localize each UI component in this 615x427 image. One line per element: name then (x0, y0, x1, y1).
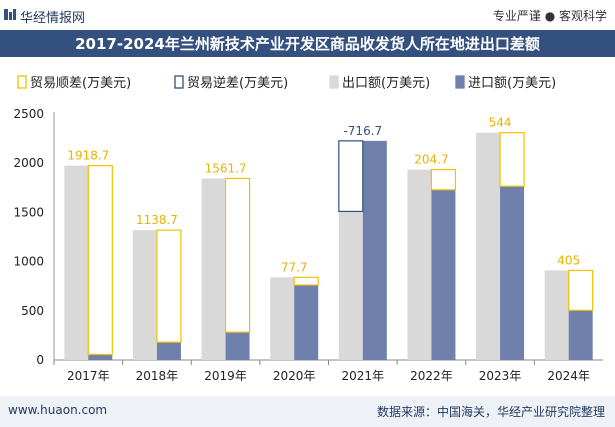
y-tick-label: 500 (21, 304, 44, 318)
import-bar (568, 310, 593, 360)
balance-label: 544 (489, 116, 512, 130)
balance-label: 77.7 (281, 260, 308, 274)
balance-label: 1138.7 (136, 213, 178, 227)
balance-label: 1918.7 (67, 149, 109, 163)
import-bar (156, 342, 181, 360)
x-tick-label: 2017年 (67, 369, 110, 383)
legend-swatch (329, 75, 339, 89)
balance-label: 1561.7 (205, 161, 247, 175)
y-tick-label: 1000 (13, 255, 44, 269)
x-tick-label: 2019年 (204, 369, 247, 383)
x-tick-label: 2018年 (136, 369, 179, 383)
x-tick-label: 2023年 (479, 369, 522, 383)
x-tick-label: 2022年 (410, 369, 453, 383)
export-bar (544, 270, 569, 360)
import-bar (225, 332, 250, 360)
chart-svg: 贸易顺差(万美元) 贸易逆差(万美元) 出口额(万美元) 进口额(万美元) 0 500 1… (0, 62, 615, 383)
legend-swatch (174, 75, 184, 89)
legend: 贸易顺差(万美元) 贸易逆差(万美元) 出口额(万美元) 进口额(万美元) (17, 75, 556, 91)
deficit-box (338, 140, 364, 213)
top-bar: 华经情报网 专业严谨 ● 客观科学 (0, 0, 615, 30)
surplus-box (87, 165, 113, 356)
x-tick-label: 2021年 (342, 369, 385, 383)
export-bar (64, 165, 89, 360)
footer-source: 数据来源：中国海关，华经产业研究院整理 (376, 405, 605, 419)
import-bar (500, 186, 525, 360)
brand-name: 华经情报网 (20, 11, 86, 26)
legend-label: 贸易逆差(万美元) (187, 75, 288, 91)
export-bar (132, 230, 157, 360)
tagline: 专业严谨 ● 客观科学 (492, 9, 607, 23)
data-labels: 1918.7 1138.7 1561.7 77.7 -716.7 204.7 544 405 (67, 116, 580, 275)
import-bar (294, 285, 319, 360)
import-bar (431, 189, 456, 360)
surplus-box (430, 168, 457, 191)
x-tick-label: 2020年 (273, 369, 316, 383)
footer-website: www.huaon.com (8, 403, 108, 417)
legend-label: 进口额(万美元) (468, 76, 556, 91)
x-tick-label: 2024年 (547, 369, 590, 383)
axes: 0 500 1000 1500 2000 2500 2017年 2018年 2019年 2020年… (0, 62, 615, 383)
balance-label: 204.7 (414, 153, 448, 167)
bars (64, 132, 594, 360)
y-tick-label: 1500 (13, 205, 44, 219)
surplus-box (224, 177, 251, 333)
chart-area: 贸易顺差(万美元) 贸易逆差(万美元) 出口额(万美元) 进口额(万美元) 0 500 1… (0, 62, 615, 392)
title-bar: 2017-2024年兰州新技术产业开发区商品收发货人所在地进出口差额 (0, 30, 615, 57)
legend-label: 贸易顺差(万美元) (30, 76, 131, 91)
legend-swatch (17, 75, 27, 89)
import-bar (362, 140, 387, 360)
export-bar (338, 211, 363, 360)
balance-label: -716.7 (343, 124, 382, 138)
surplus-box (156, 229, 182, 343)
balance-label: 405 (557, 253, 580, 267)
export-bar (270, 277, 295, 360)
surplus-box (499, 132, 525, 187)
export-bar (476, 132, 501, 360)
brand-logo-icon (4, 9, 16, 20)
chart-title: 2017-2024年兰州新技术产业开发区商品收发货人所在地进出口差额 (75, 35, 540, 53)
surplus-box (293, 276, 319, 286)
y-tick-label: 0 (36, 353, 44, 367)
export-bar (201, 178, 226, 360)
legend-label: 出口额(万美元) (342, 76, 430, 91)
import-bar (88, 354, 113, 360)
y-tick-label: 2500 (13, 107, 44, 121)
footer: www.huaon.com 数据来源：中国海关，华经产业研究院整理 (0, 396, 615, 427)
legend-swatch (455, 75, 465, 89)
y-tick-label: 2000 (13, 156, 44, 170)
export-bar (407, 169, 432, 360)
surplus-box (568, 269, 594, 311)
